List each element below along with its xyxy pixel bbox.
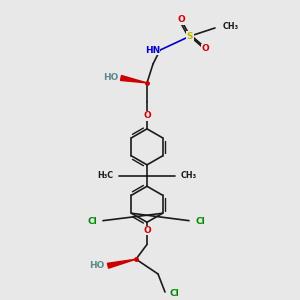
Text: CH₃: CH₃ (223, 22, 239, 32)
Text: Cl: Cl (195, 217, 205, 226)
Text: HO: HO (103, 74, 119, 82)
Text: H₃C: H₃C (97, 171, 113, 180)
Text: HO: HO (88, 261, 104, 270)
Text: O: O (143, 226, 151, 235)
Text: S: S (187, 32, 193, 41)
Text: O: O (201, 44, 209, 53)
Text: Cl: Cl (170, 290, 180, 298)
Text: Cl: Cl (87, 217, 97, 226)
Text: O: O (177, 15, 185, 24)
Polygon shape (121, 76, 147, 83)
Text: CH₃: CH₃ (181, 171, 197, 180)
Text: O: O (143, 111, 151, 120)
Polygon shape (107, 259, 136, 268)
Text: HN: HN (145, 46, 160, 55)
